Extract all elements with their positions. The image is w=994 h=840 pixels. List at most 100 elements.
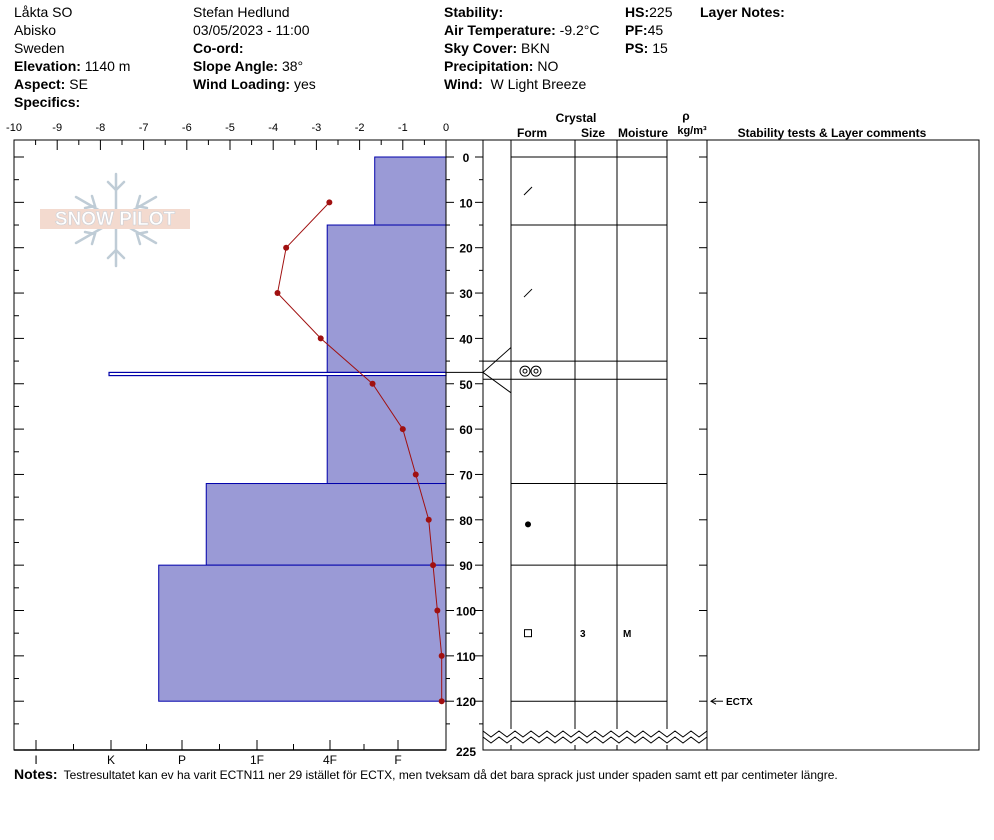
specifics: Specifics:: [14, 93, 80, 111]
snowpilot-watermark: SNOW PILOT: [40, 172, 190, 268]
crystal-moisture: M: [623, 629, 631, 640]
ps-value: 15: [652, 40, 668, 56]
precipitation: Precipitation: NO: [444, 57, 558, 75]
notes: Notes: Testresultatet kan ev ha varit ECT…: [14, 766, 838, 782]
temperature-point: [317, 335, 324, 342]
temperature-point: [274, 290, 281, 297]
depth-tick-label: 120: [456, 695, 476, 709]
hardness-bar: [326, 375, 447, 485]
air-temp-label: Air Temperature:: [444, 22, 556, 38]
right-table-frame: [482, 139, 980, 751]
temp-tick-label: -1: [398, 122, 408, 134]
slope-label: Slope Angle:: [193, 58, 279, 74]
temp-tick-label: -9: [52, 122, 62, 134]
datetime: 03/05/2023 - 11:00: [193, 22, 310, 38]
hardness-bar: [205, 483, 447, 566]
depth-tick-label: 80: [459, 514, 473, 528]
wind: Wind: W Light Breeze: [444, 75, 586, 93]
stability-header: Stability tests & Layer comments: [738, 126, 927, 140]
aspect-label: Aspect:: [14, 76, 66, 92]
temperature-line: [276, 202, 443, 702]
hs-value: 225: [649, 4, 673, 20]
hardness-bar: [374, 156, 447, 226]
sky-value: BKN: [521, 40, 550, 56]
depth-tick-label: 60: [459, 423, 473, 437]
elevation-value: 1140 m: [84, 58, 131, 74]
country: Sweden: [14, 40, 65, 56]
temperature-point: [412, 471, 419, 478]
temperature-point: [369, 380, 376, 387]
surface-hoar-icon: [519, 365, 531, 377]
air-temperature: Air Temperature: -9.2°C: [444, 21, 600, 39]
hardness-bar: [326, 224, 447, 373]
depth-tick-label: 20: [459, 242, 473, 256]
location: Låkta SO: [14, 4, 73, 20]
decomposing-icon: [523, 186, 533, 196]
elevation-label: Elevation:: [14, 58, 81, 74]
hardness-tick-label: I: [34, 753, 37, 765]
depth-tick-label: 40: [459, 332, 473, 346]
wind-value: W Light Breeze: [490, 76, 587, 92]
density-unit: kg/m³: [677, 125, 707, 137]
hs: HS:225: [625, 3, 672, 21]
stability: Stability:: [444, 3, 503, 21]
crystal-header: Crystal: [556, 111, 597, 125]
temperature-point: [283, 244, 290, 251]
wind-label: Wind:: [444, 76, 483, 92]
hardness-bar: [158, 564, 447, 702]
slope-value: 38°: [281, 58, 304, 74]
temperature-point: [425, 516, 432, 523]
temperature-point: [326, 199, 333, 206]
depth-tick-label: 10: [459, 196, 473, 210]
depth-bottom-label: 225: [456, 745, 476, 759]
temperature-point: [399, 426, 406, 433]
depth-tick-label: 100: [456, 605, 476, 619]
temperature-point: [438, 652, 445, 659]
snow-profile-chart: SNOW PILOT -10 -9 -8 -7 -6 -5 -4 -3 -2 -1 0I K P 1F 4F…: [6, 109, 980, 765]
notes-text: Testresultatet kan ev ha varit ECTN11 ne…: [63, 768, 838, 782]
form-header: Form: [517, 126, 547, 140]
hardness-tick-label: P: [178, 753, 186, 765]
break-zigzag: [482, 730, 708, 738]
observer: Stefan Hedlund: [193, 4, 290, 20]
depth-tick-label: 110: [456, 650, 476, 664]
pf-value: 45: [647, 22, 664, 38]
rounded-grain-icon: [525, 521, 531, 528]
thin-layer-outline: [483, 360, 512, 380]
hardness-tick-label: F: [394, 753, 401, 765]
pf-label: PF:: [625, 22, 648, 38]
wind-loading-label: Wind Loading:: [193, 76, 291, 92]
depth-tick-label: 90: [459, 559, 473, 573]
ps-label: PS:: [625, 40, 649, 56]
stability-label: Stability:: [444, 4, 504, 20]
temp-tick-label: -2: [355, 122, 365, 134]
temp-tick-label: 0: [443, 122, 449, 134]
faceted-icon: [524, 629, 532, 638]
coord: Co-ord:: [193, 39, 244, 57]
temp-tick-label: -7: [139, 122, 149, 134]
break-zigzag: [482, 736, 708, 744]
temp-tick-label: -10: [6, 122, 22, 134]
temp-tick-label: -3: [312, 122, 322, 134]
elevation: Elevation: 1140 m: [14, 57, 130, 75]
notes-label: Notes:: [14, 766, 58, 782]
depth-tick-label: 30: [459, 287, 473, 301]
pf: PF:45: [625, 21, 663, 39]
coord-label: Co-ord:: [193, 40, 244, 56]
sky-label: Sky Cover:: [444, 40, 518, 56]
precip-label: Precipitation:: [444, 58, 534, 74]
layer-notes-label: Layer Notes:: [700, 4, 785, 20]
temp-tick-label: -6: [182, 122, 192, 134]
aspect: Aspect: SE: [14, 75, 88, 93]
size-header: Size: [581, 126, 605, 140]
hardness-tick-label: 1F: [250, 753, 264, 765]
region: Abisko: [14, 22, 57, 38]
crystal-size: 3: [580, 629, 586, 640]
temperature-point: [434, 607, 441, 614]
temp-tick-label: -4: [268, 122, 278, 134]
ps: PS: 15: [625, 39, 668, 57]
hardness-tick-label: K: [107, 753, 115, 765]
watermark-text: SNOW PILOT: [55, 209, 176, 230]
temperature-point: [430, 562, 437, 569]
layer-notes: Layer Notes:: [700, 3, 785, 21]
